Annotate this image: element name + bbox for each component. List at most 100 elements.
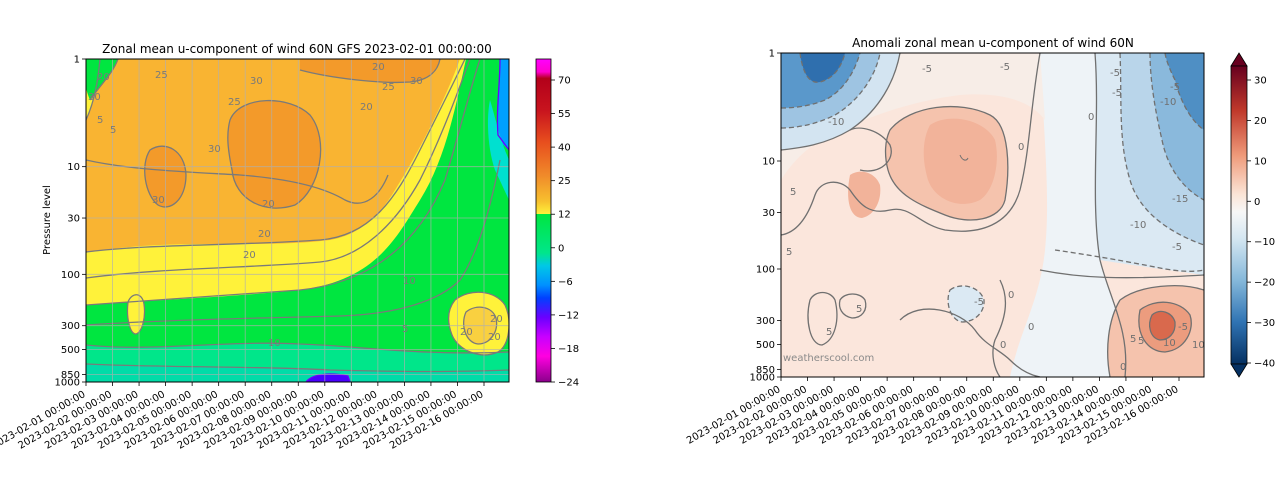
contour-label: -5 [974,297,984,308]
contour-label: -10 [1130,220,1146,231]
contour-label: -10 [828,117,844,128]
right-colorbar-bottom-extension [1230,363,1248,378]
y-tick-label: 100 [756,265,775,276]
right-contour-lines [781,53,1204,377]
contour-label: 0 [1008,290,1014,301]
contour-label: 5 [856,304,862,315]
left-colorbar [535,58,552,383]
left-contour-field: 20 30 25 30 20 5 5 25 20 30 30 30 25 20 … [86,59,509,382]
contour-label: 25 [155,70,168,81]
colorbar-tick-label: 55 [558,109,571,120]
contour-label: -15 [1172,194,1188,205]
contour-label: 20 [490,314,503,325]
y-tick-label: 1000 [750,373,775,384]
contour-label: 5 [110,125,116,136]
y-tick-label: 10 [762,157,775,168]
colorbar-tick-label: −18 [558,344,579,355]
y-tick-label: 850 [756,365,775,376]
contour-label: 25 [228,97,241,108]
left-grid [86,59,509,382]
colorbar-tick-label: −40 [1254,359,1275,370]
contour-label: -5 [1170,82,1180,93]
colorbar-tick-label: 0 [558,243,564,254]
right-plot-frame [780,52,1205,378]
contour-label: -5 [1110,68,1120,79]
contour-label: 20 [360,102,373,113]
contour-label: -5 [1178,322,1188,333]
right-colorbar-top-extension [1230,52,1248,67]
left-chart-title: Zonal mean u-component of wind 60N GFS 2… [102,42,492,56]
contour-label: -5 [1112,88,1122,99]
contour-label: 20 [460,327,473,338]
left-contour-lines [86,59,509,382]
right-chart-title: Anomali zonal mean u-component of wind 6… [852,36,1134,50]
colorbar-tick-label: −30 [1254,318,1275,329]
right-chart: Anomali zonal mean u-component of wind 6… [685,36,1275,447]
contour-label: 5 [402,324,408,335]
contour-label: 20 [258,229,271,240]
y-tick-label: 10 [67,162,80,173]
right-colorbar-ticks: 30 20 10 0 −10 −20 −30 −40 [1247,76,1275,370]
contour-label: 25 [382,82,395,93]
colorbar-tick-label: 30 [1254,76,1267,87]
contour-label: 30 [410,76,423,87]
colorbar-tick-label: −6 [558,277,573,288]
y-tick-label: 300 [61,321,80,332]
contour-label: 0 [1120,362,1126,373]
contour-label: 10 [403,276,416,287]
colorbar-tick-label: 12 [558,210,571,221]
colorbar-tick-label: 25 [558,176,571,187]
contour-label: 5 [97,115,103,126]
contour-label: 5 [826,327,832,338]
y-tick-label: 1 [769,49,775,60]
colorbar-tick-label: −10 [1254,237,1275,248]
contour-label: 30 [152,195,165,206]
colorbar-tick-label: −12 [558,310,579,321]
contour-label: 20 [372,62,385,73]
y-tick-label: 1000 [55,378,80,389]
left-colorbar-ticks: 70 55 40 25 12 0 −6 −12 −18 −24 [551,76,579,389]
contour-label: 20 [97,72,110,83]
y-tick-label: 500 [756,340,775,351]
left-chart: Zonal mean u-component of wind 60N GFS 2… [0,42,579,452]
left-y-axis-label: Pressure level [42,185,53,255]
contour-label: 30 [250,76,263,87]
contour-label: -5 [1172,242,1182,253]
colorbar-tick-label: −20 [1254,278,1275,289]
contour-label: 5 [790,187,796,198]
colorbar-tick-label: 70 [558,76,571,87]
colorbar-tick-label: 0 [1254,197,1260,208]
left-contour-labels: 20 30 25 30 20 5 5 25 20 30 30 30 25 20 … [88,62,503,349]
contour-label: -5 [922,64,932,75]
contour-label: 10 [1163,338,1176,349]
colorbar-tick-label: 10 [1254,156,1267,167]
contour-label: 30 [88,92,101,103]
contour-label: 30 [208,144,221,155]
right-contour-field: -5 -5 -5 -5 -5 -10 -10 5 5 5 -5 -15 -10 … [781,53,1205,377]
y-tick-label: 1 [74,55,80,66]
colorbar-tick-label: −24 [558,378,579,389]
contour-label: -10 [1160,97,1176,108]
contour-label: 10 [268,338,281,349]
y-tick-label: 300 [756,316,775,327]
colorbar-tick-label: 40 [558,143,571,154]
contour-label: 10 [1192,340,1205,351]
contour-label: 5 [1130,334,1136,345]
contour-label: 20 [262,199,275,210]
contour-label: 0 [1028,322,1034,333]
contour-label: 5 [1138,336,1144,347]
y-tick-label: 500 [61,345,80,356]
y-tick-label: 30 [762,208,775,219]
watermark: weatherscool.com [783,353,874,364]
y-tick-label: 30 [67,214,80,225]
right-contour-labels: -5 -5 -5 -5 -5 -10 -10 5 5 5 -5 -15 -10 … [786,62,1205,373]
colorbar-tick-label: 20 [1254,116,1267,127]
contour-label: 5 [786,247,792,258]
left-plot-frame [85,58,510,383]
contour-label: -5 [1000,62,1010,73]
